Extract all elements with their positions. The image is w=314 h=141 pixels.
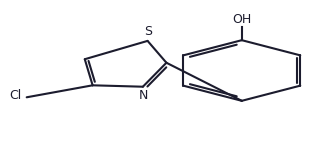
- Text: S: S: [144, 25, 152, 38]
- Text: OH: OH: [232, 13, 252, 26]
- Text: Cl: Cl: [9, 89, 21, 102]
- Text: N: N: [139, 89, 148, 102]
